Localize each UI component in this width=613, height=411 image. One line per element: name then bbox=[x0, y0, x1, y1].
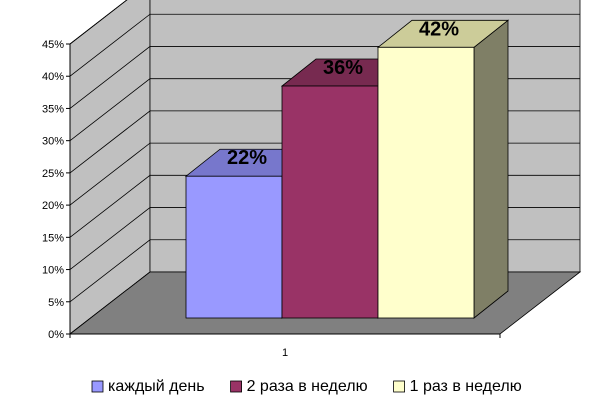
y-tick-label: 15% bbox=[42, 232, 64, 244]
axes bbox=[66, 43, 501, 338]
x-tick-label: 1 bbox=[282, 347, 288, 359]
y-axis-tick-labels: 0% 5% 10% 15% 20% 25% 30% 35% 40% 45% bbox=[42, 39, 64, 341]
bar bbox=[185, 175, 283, 319]
legend-swatch bbox=[230, 380, 242, 393]
y-tick-label: 35% bbox=[42, 103, 64, 115]
legend-swatch bbox=[393, 380, 405, 393]
bar-side bbox=[473, 19, 509, 319]
bar bbox=[377, 46, 475, 319]
y-tick-label: 0% bbox=[48, 329, 64, 341]
y-tick-label: 20% bbox=[42, 200, 64, 212]
legend-swatch bbox=[91, 380, 104, 393]
data-label: 22% bbox=[227, 147, 267, 169]
legend: каждый день 2 раза в неделю 1 раз в неделю bbox=[91, 378, 522, 395]
x-axis-tick-labels: 1 bbox=[282, 347, 288, 359]
y-tick-label: 30% bbox=[42, 136, 64, 148]
y-tick-label: 40% bbox=[42, 71, 64, 83]
bars bbox=[184, 19, 510, 319]
data-label: 42% bbox=[419, 18, 459, 40]
data-label: 36% bbox=[323, 57, 363, 79]
gridline bbox=[69, 0, 128, 45]
data-labels: 22% 36% 42% bbox=[227, 18, 459, 169]
y-tick-label: 25% bbox=[42, 168, 64, 180]
legend-label: 1 раз в неделю bbox=[410, 378, 522, 395]
legend-label: каждый день bbox=[108, 378, 205, 395]
bar bbox=[281, 85, 379, 319]
gridline bbox=[69, 13, 580, 77]
y-tick-label: 5% bbox=[48, 297, 64, 309]
legend-label: 2 раза в неделю bbox=[247, 378, 368, 395]
y-tick-label: 10% bbox=[42, 265, 64, 277]
y-tick-label: 45% bbox=[42, 39, 64, 51]
